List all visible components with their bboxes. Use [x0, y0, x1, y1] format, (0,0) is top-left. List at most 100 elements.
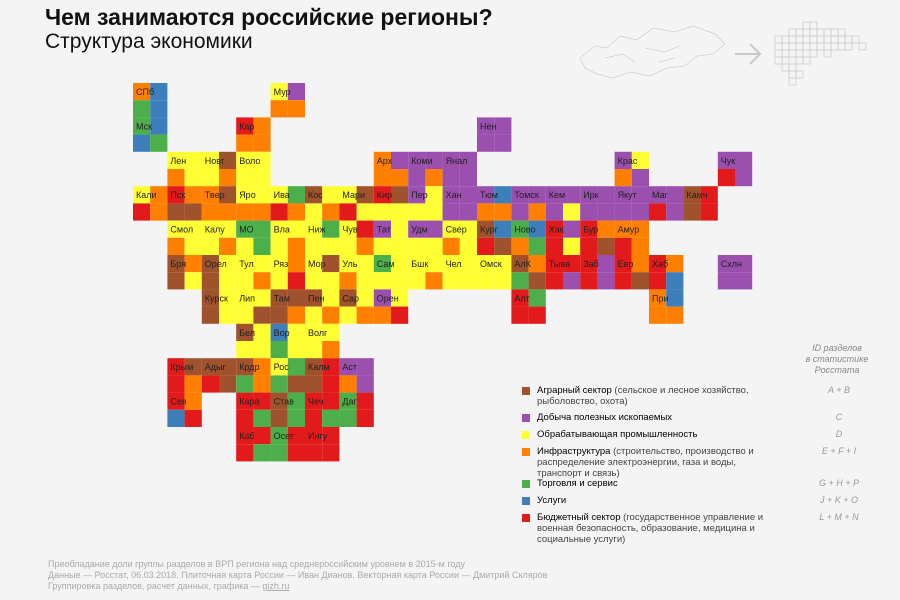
region-cell [184, 220, 202, 238]
region-tile: Кара [236, 392, 271, 427]
region-tile: Мари [339, 186, 374, 221]
region-cell [391, 203, 409, 221]
region-tile: Волг [305, 323, 340, 359]
region-label: Тул [239, 259, 254, 269]
region-cell [322, 409, 340, 427]
region-tile: Чеч [305, 392, 340, 427]
region-tile: Тюм [477, 186, 512, 221]
region-cell [442, 186, 460, 204]
region-label: Волг [308, 328, 328, 338]
region-tile: Лен [167, 151, 202, 187]
region-cell [236, 151, 254, 169]
region-cell [356, 392, 374, 410]
region-label: Арх [377, 156, 393, 166]
region-label: Ниж [308, 225, 326, 235]
region-label: Пск [170, 190, 185, 200]
region-tile: Амур [614, 220, 649, 255]
region-tile: Ниж [305, 220, 340, 255]
region-cell [408, 237, 426, 255]
region-cell [201, 375, 219, 393]
region-cell [167, 358, 185, 376]
region-cell [322, 186, 340, 204]
region-tile: Тат [373, 220, 409, 255]
region-label: Лен [170, 156, 186, 166]
region-cell [236, 186, 254, 204]
region-cell [545, 237, 563, 255]
region-tile: Нен [477, 117, 512, 152]
region-cell [356, 358, 374, 376]
region-cell [167, 409, 185, 427]
region-cell [253, 323, 271, 341]
region-tile: Мор [305, 255, 340, 290]
region-cell [253, 151, 271, 169]
region-cell [700, 203, 718, 221]
region-label: Курск [205, 293, 228, 303]
region-cell [236, 341, 254, 359]
region-cell [305, 341, 323, 359]
region-cell [666, 255, 684, 273]
legend-swatch [522, 514, 530, 522]
region-cell [305, 306, 323, 324]
region-tile: Янал [442, 151, 477, 187]
region-cell [201, 306, 219, 324]
region-cell [287, 341, 305, 359]
region-cell [133, 134, 151, 152]
region-cell [305, 255, 323, 273]
region-cell [442, 169, 460, 187]
region-cell [494, 134, 512, 152]
region-cell [184, 409, 202, 427]
region-cell [477, 117, 495, 135]
region-tile: Камч [683, 186, 718, 221]
region-cell [253, 237, 271, 255]
region-tile: АлК [511, 255, 546, 290]
region-cell [270, 289, 288, 307]
region-cell [528, 203, 546, 221]
region-tile: Хак [545, 220, 581, 255]
region-cell [356, 289, 374, 307]
region-cell [339, 409, 357, 427]
region-cell [305, 272, 323, 290]
region-label: Кем [549, 190, 565, 200]
region-cell [666, 289, 684, 307]
region-tile: Кар [236, 117, 271, 152]
region-cell [391, 306, 409, 324]
region-cell [322, 358, 340, 376]
region-cell [219, 289, 237, 307]
region-label: Лип [239, 293, 255, 303]
region-cell [717, 272, 735, 290]
region-tile: Осет [270, 427, 305, 462]
region-tile: Лип [236, 289, 271, 324]
region-label: Сар [342, 293, 359, 303]
region-label: Крдр [239, 362, 259, 372]
region-cell [442, 220, 460, 238]
region-cell [373, 255, 391, 273]
region-cell [150, 186, 168, 204]
region-label: Мор [308, 259, 326, 269]
region-cell [270, 220, 288, 238]
region-cell [167, 151, 185, 169]
region-cell [442, 255, 460, 273]
region-cell [563, 186, 581, 204]
region-cell [459, 169, 477, 187]
region-cell [408, 186, 426, 204]
region-label: Чув [342, 225, 357, 235]
region-cell [253, 220, 271, 238]
region-cell [425, 237, 443, 255]
region-label: Став [274, 397, 295, 407]
region-cell [287, 289, 305, 307]
region-label: Удм [411, 225, 427, 235]
region-label: Вла [274, 225, 290, 235]
legend-swatch [522, 448, 530, 456]
gizh-link[interactable]: gizh.ru [262, 581, 290, 591]
region-label: Ива [274, 190, 290, 200]
region-tile: Ирк [580, 186, 615, 221]
region-cell [356, 306, 374, 324]
region-tile: Мск [133, 117, 168, 152]
region-cell [305, 323, 323, 341]
region-cell [305, 237, 323, 255]
region-cell [373, 186, 391, 204]
region-label: Рос [274, 362, 290, 372]
region-cell [219, 255, 237, 273]
region-cell [270, 186, 288, 204]
region-cell [236, 255, 254, 273]
